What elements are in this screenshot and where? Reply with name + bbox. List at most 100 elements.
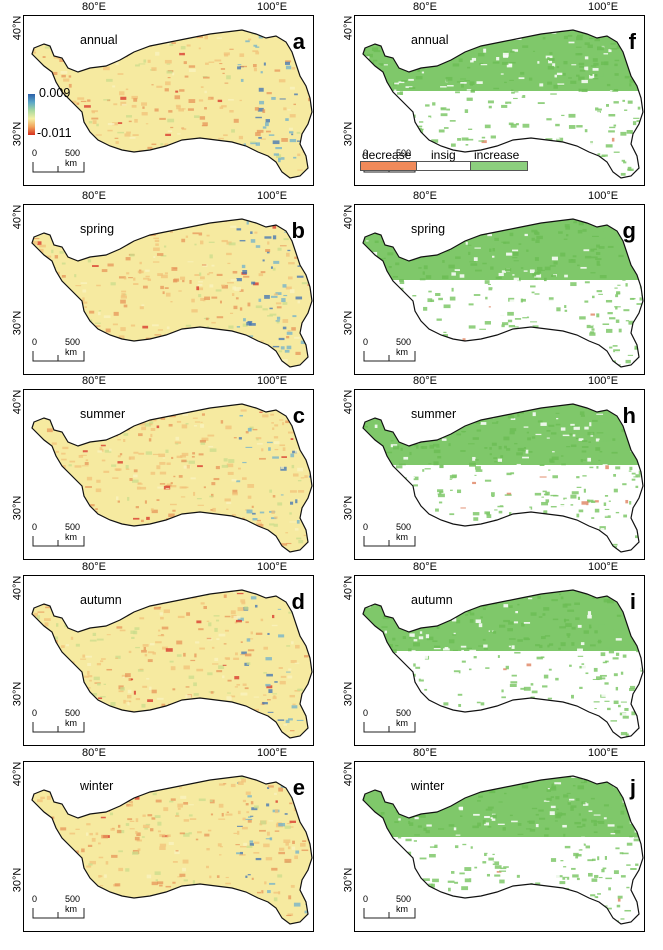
scale-zero: 0 <box>32 148 38 158</box>
legend-swatch-increase <box>470 161 528 171</box>
scale-distance: 500 km <box>65 894 81 914</box>
lon-label-80e: 80°E <box>413 1 437 13</box>
plateau-outline <box>362 403 644 553</box>
lon-label-100e: 100°E <box>257 375 288 387</box>
lat-label-40n: 40°N <box>11 204 24 230</box>
legend-label-decrease: decrease <box>362 148 412 162</box>
scale-distance: 500 km <box>396 522 412 542</box>
scale-distance: 500 km <box>396 337 412 357</box>
colorbar-min: -0.011 <box>37 126 72 140</box>
lat-label-40n: 40°N <box>342 204 355 230</box>
plateau-outline <box>362 775 644 925</box>
lat-label-30n: 30°N <box>11 310 24 336</box>
plateau-outline <box>31 29 313 179</box>
map-panel-h: 80°E 100°E 40°N 30°N summer h 0 500 km <box>342 375 645 560</box>
scale-bar: 0 500 km <box>32 894 92 922</box>
plateau-map <box>362 775 644 925</box>
scale-bar: 0 500 km <box>32 522 92 550</box>
season-label: spring <box>80 222 115 236</box>
plateau-map <box>31 403 313 553</box>
plateau-outline <box>31 589 313 739</box>
scale-bar: 0 500 km <box>363 894 423 922</box>
lat-label-40n: 40°N <box>342 761 355 787</box>
lon-label-100e: 100°E <box>588 375 619 387</box>
scale-zero: 0 <box>363 148 369 158</box>
lon-label-80e: 80°E <box>82 561 106 573</box>
lat-label-40n: 40°N <box>11 761 24 787</box>
scale-bar: 0 500 km <box>32 337 92 365</box>
legend-label-increase: increase <box>474 148 520 162</box>
lon-label-100e: 100°E <box>257 190 288 202</box>
scale-distance: 500 km <box>396 894 412 914</box>
lon-label-100e: 100°E <box>588 747 619 759</box>
plateau-outline <box>31 403 313 553</box>
map-panel-e: 80°E 100°E 40°N 30°N winter e 0 500 km <box>11 747 314 932</box>
season-label: winter <box>411 779 445 793</box>
scale-bar: 0 500 km <box>363 337 423 365</box>
lon-label-80e: 80°E <box>82 190 106 202</box>
map-panel-c: 80°E 100°E 40°N 30°N summer c 0 500 km <box>11 375 314 560</box>
lat-label-40n: 40°N <box>342 389 355 415</box>
plateau-map <box>31 589 313 739</box>
plateau-outline <box>362 218 644 368</box>
plateau-map <box>362 589 644 739</box>
legend-swatch-insig <box>416 161 472 171</box>
scale-bar: 0 500 km <box>363 522 423 550</box>
scale-bar: 0 500 km <box>32 148 92 176</box>
lon-label-100e: 100°E <box>257 561 288 573</box>
panel-letter: g <box>622 218 636 243</box>
scale-zero: 0 <box>32 708 38 718</box>
lon-label-80e: 80°E <box>413 747 437 759</box>
scale-zero: 0 <box>32 894 38 904</box>
lon-label-100e: 100°E <box>257 1 288 13</box>
scale-zero: 0 <box>32 337 38 347</box>
lat-label-30n: 30°N <box>342 867 355 893</box>
lat-label-40n: 40°N <box>11 575 24 601</box>
map-panel-j: 80°E 100°E 40°N 30°N winter j 0 500 km <box>342 747 645 932</box>
lon-label-100e: 100°E <box>588 190 619 202</box>
lat-label-30n: 30°N <box>11 495 24 521</box>
lon-label-80e: 80°E <box>413 190 437 202</box>
lat-label-30n: 30°N <box>11 867 24 893</box>
panel-letter: h <box>622 403 636 428</box>
season-label: summer <box>411 407 457 421</box>
season-label: annual <box>80 33 118 47</box>
panel-letter: b <box>291 218 305 243</box>
lon-label-80e: 80°E <box>413 375 437 387</box>
lat-label-30n: 30°N <box>342 681 355 707</box>
map-panel-d: 80°E 100°E 40°N 30°N autumn d 0 500 km <box>11 561 314 746</box>
lon-label-80e: 80°E <box>82 375 106 387</box>
season-label: autumn <box>80 593 122 607</box>
lat-label-30n: 30°N <box>11 681 24 707</box>
plateau-map <box>362 403 644 553</box>
season-label: spring <box>411 222 446 236</box>
panel-letter: d <box>291 589 305 614</box>
plateau-outline <box>31 218 313 368</box>
scale-zero: 0 <box>363 894 369 904</box>
lon-label-100e: 100°E <box>257 747 288 759</box>
scale-zero: 0 <box>32 522 38 532</box>
map-panel-a: 80°E 100°E 40°N 30°N annual a 0 500 km 0.009 -0.0… <box>11 1 314 186</box>
lat-label-30n: 30°N <box>342 310 355 336</box>
lon-label-80e: 80°E <box>413 561 437 573</box>
panel-letter: i <box>629 589 636 614</box>
map-panel-b: 80°E 100°E 40°N 30°N spring b 0 500 km <box>11 190 314 375</box>
scale-zero: 0 <box>363 708 369 718</box>
season-label: annual <box>411 33 449 47</box>
colorbar-gradient <box>28 94 35 135</box>
plateau-outline <box>362 29 644 179</box>
legend-label-insig: insig <box>431 148 456 162</box>
lon-label-80e: 80°E <box>82 747 106 759</box>
panel-letter: a <box>292 29 305 54</box>
plateau-outline <box>362 589 644 739</box>
lat-label-40n: 40°N <box>11 15 24 41</box>
lon-label-100e: 100°E <box>588 561 619 573</box>
lat-label-30n: 30°N <box>11 121 24 147</box>
season-label: autumn <box>411 593 453 607</box>
panel-letter: j <box>629 775 636 800</box>
scale-distance: 500 km <box>65 148 81 168</box>
colorbar: 0.009 -0.011 <box>28 86 72 140</box>
season-label: winter <box>80 779 114 793</box>
lat-label-30n: 30°N <box>342 121 355 147</box>
